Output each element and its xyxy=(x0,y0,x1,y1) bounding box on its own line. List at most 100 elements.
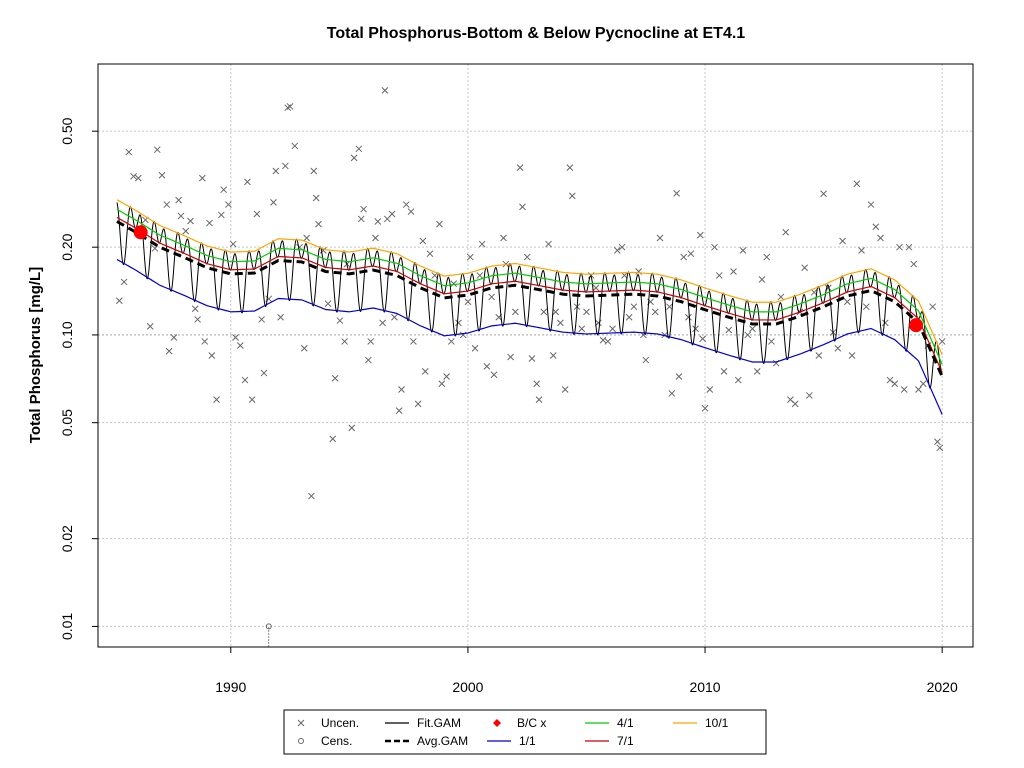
uncensored-point xyxy=(839,237,846,245)
uncensored-point xyxy=(872,223,880,231)
uncensored-point xyxy=(739,247,747,254)
uncensored-point xyxy=(194,316,201,323)
y-tick-label: 0.01 xyxy=(59,613,75,640)
uncensored-point xyxy=(341,338,348,345)
uncensored-point xyxy=(673,189,680,197)
uncensored-point xyxy=(915,386,922,393)
uncensored-point xyxy=(158,171,166,179)
uncensored-point xyxy=(303,234,311,242)
uncensored-point xyxy=(630,303,638,311)
uncensored-point xyxy=(834,344,842,352)
uncensored-point xyxy=(201,338,209,345)
uncensored-point xyxy=(734,376,742,384)
uncensored-point xyxy=(685,313,692,321)
uncensored-point xyxy=(848,352,856,359)
legend-symbol-cens xyxy=(298,738,304,744)
uncensored-point xyxy=(175,196,182,204)
uncensored-point xyxy=(407,208,415,215)
uncensored-point xyxy=(896,243,903,251)
uncensored-point xyxy=(402,201,410,208)
uncensored-point xyxy=(711,243,718,251)
uncensored-point xyxy=(523,253,531,261)
uncensored-point xyxy=(476,272,484,279)
censored-point xyxy=(265,623,272,630)
y-axis: 0.01 0.02 0.05 0.10 0.20 0.50 xyxy=(59,117,98,640)
uncensored-point xyxy=(130,172,137,180)
legend: Uncen. Cens. Fit.GAM Avg.GAM B/C x 1/1 4/1 7/1 1… xyxy=(283,709,767,755)
uncensored-point xyxy=(801,264,808,272)
uncensored-point xyxy=(277,313,284,321)
uncensored-point xyxy=(258,316,265,323)
uncensored-point xyxy=(549,352,557,359)
uncensored-point xyxy=(635,268,643,275)
uncensored-point xyxy=(367,338,375,345)
uncensored-point xyxy=(331,374,339,382)
uncensored-point xyxy=(438,380,446,388)
uncensored-point xyxy=(379,319,386,327)
uncensored-point xyxy=(519,203,526,211)
uncensored-point xyxy=(552,308,560,316)
uncensored-point xyxy=(533,380,541,388)
uncensored-point xyxy=(934,438,941,446)
uncensored-point xyxy=(410,338,417,345)
y-tick-label: 0.05 xyxy=(59,409,75,436)
uncensored-point xyxy=(360,205,367,213)
uncensored-point xyxy=(225,201,232,208)
uncensored-point xyxy=(310,167,318,175)
uncensored-point xyxy=(782,228,790,236)
uncensored-point xyxy=(867,201,875,208)
uncensored-point xyxy=(877,234,884,242)
uncensored-point xyxy=(578,325,586,333)
x-tick-label: 1990 xyxy=(215,679,246,695)
uncensored-point xyxy=(618,243,626,251)
uncensored-point xyxy=(232,334,239,341)
uncensored-point xyxy=(395,407,403,414)
y-axis-label: Total Phosphorus [mg/L] xyxy=(27,267,44,443)
uncensored-point xyxy=(308,492,315,500)
uncensored-point xyxy=(507,353,514,361)
legend-symbol-bc xyxy=(493,719,501,727)
uncensored-point xyxy=(398,386,405,393)
uncensored-point xyxy=(886,376,894,384)
uncensored-point xyxy=(500,234,507,242)
uncensored-point xyxy=(229,240,237,248)
uncensored-point xyxy=(315,220,322,228)
uncensored-point xyxy=(815,352,823,359)
uncensored-point xyxy=(929,303,937,311)
uncensored-point xyxy=(642,356,650,364)
uncensored-point xyxy=(170,334,178,341)
uncensored-point xyxy=(381,87,389,94)
legend-label-s1: 1/1 xyxy=(519,734,536,748)
uncensored-point xyxy=(604,338,612,345)
uncensored-point xyxy=(163,201,171,208)
legend-box xyxy=(283,709,767,755)
uncensored-point xyxy=(862,303,870,311)
uncensored-point xyxy=(938,338,946,345)
uncensored-point xyxy=(153,146,161,154)
uncensored-point xyxy=(777,293,785,301)
uncensored-point xyxy=(936,444,944,452)
uncensored-point xyxy=(146,323,154,330)
uncensored-point xyxy=(391,313,398,321)
uncensored-point xyxy=(177,212,185,220)
uncensored-point xyxy=(357,215,365,223)
uncensored-point xyxy=(905,243,913,251)
uncensored-point xyxy=(300,344,308,352)
uncensored-point xyxy=(213,396,220,403)
uncensored-point xyxy=(312,194,320,202)
uncensored-point xyxy=(388,210,396,218)
uncensored-point xyxy=(806,392,813,399)
uncensored-point xyxy=(191,305,199,313)
uncensored-point xyxy=(900,386,908,393)
uncensored-point xyxy=(455,319,462,327)
uncensored-point xyxy=(699,335,707,343)
uncensored-point xyxy=(758,276,766,283)
uncensored-point xyxy=(763,253,771,261)
uncensored-point xyxy=(583,308,590,316)
uncensored-point xyxy=(414,400,422,408)
uncensored-point xyxy=(348,424,356,432)
uncensored-point xyxy=(668,390,676,397)
uncensored-point xyxy=(182,227,190,235)
uncensored-point xyxy=(236,342,244,349)
uncensored-point xyxy=(466,253,474,261)
